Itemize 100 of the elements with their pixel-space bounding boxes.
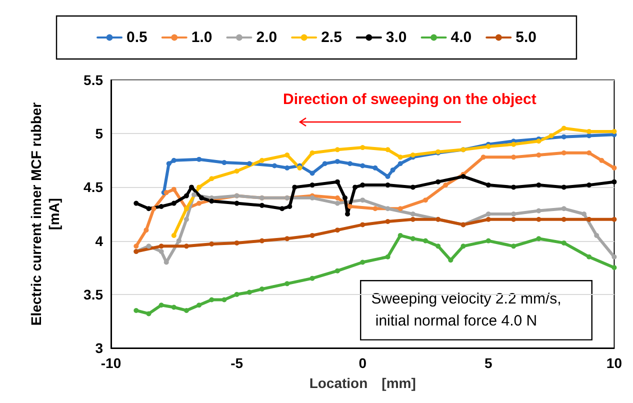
point — [234, 168, 240, 174]
point — [310, 170, 315, 176]
point — [246, 161, 252, 166]
point — [385, 206, 390, 212]
point — [586, 254, 592, 260]
point — [612, 265, 617, 270]
point — [612, 254, 617, 260]
point — [536, 138, 542, 144]
point — [511, 212, 516, 216]
point — [360, 163, 366, 168]
point — [287, 204, 292, 209]
point — [348, 161, 353, 166]
point — [582, 212, 587, 216]
point — [334, 158, 340, 164]
point — [234, 240, 240, 246]
point — [536, 152, 542, 158]
legend-label: 4.0 — [450, 29, 472, 46]
point — [385, 219, 390, 224]
point — [134, 308, 139, 313]
point — [352, 184, 358, 190]
point — [209, 176, 214, 182]
point — [259, 202, 264, 208]
point — [561, 216, 566, 222]
point — [385, 182, 390, 188]
point — [486, 212, 491, 216]
point — [360, 198, 366, 203]
point — [460, 244, 466, 249]
x-tick-label: -5 — [230, 355, 244, 371]
point — [171, 186, 176, 192]
point — [134, 244, 139, 249]
point — [511, 142, 516, 147]
point — [259, 158, 264, 163]
point — [209, 297, 214, 302]
point — [158, 244, 164, 249]
point — [259, 238, 264, 244]
point — [360, 145, 366, 150]
point — [561, 206, 566, 212]
point — [146, 206, 152, 212]
point — [345, 212, 350, 216]
legend-label: 2.5 — [321, 29, 342, 46]
point — [390, 168, 396, 173]
point — [196, 156, 202, 162]
point — [171, 232, 176, 238]
point — [398, 161, 403, 166]
point — [561, 184, 566, 190]
point — [171, 200, 176, 206]
point — [548, 133, 554, 138]
point — [146, 311, 152, 316]
point — [259, 286, 264, 292]
point — [284, 152, 290, 158]
point — [284, 281, 290, 286]
point — [536, 182, 542, 188]
point — [486, 238, 491, 244]
y-tick-label: 5 — [95, 126, 104, 142]
point — [410, 216, 416, 222]
point — [348, 204, 353, 209]
point — [536, 216, 542, 222]
point — [536, 236, 542, 242]
point — [158, 302, 164, 308]
point — [184, 308, 189, 313]
y-tick-label: 4 — [95, 232, 104, 249]
point — [594, 232, 600, 238]
point — [151, 206, 156, 212]
point — [222, 160, 227, 166]
point — [184, 216, 189, 222]
point — [410, 236, 416, 242]
point — [486, 216, 491, 222]
point — [480, 154, 486, 160]
point — [322, 161, 328, 166]
point — [586, 182, 592, 188]
point — [158, 249, 164, 254]
point — [398, 154, 403, 160]
point — [423, 238, 428, 244]
point — [334, 147, 340, 152]
point — [334, 179, 340, 184]
point — [398, 206, 403, 212]
point — [334, 228, 340, 233]
point — [360, 260, 366, 265]
point — [561, 126, 566, 131]
point — [184, 193, 189, 198]
x-axis-title: Location [mm] — [309, 375, 416, 391]
point — [196, 184, 202, 190]
point — [385, 147, 390, 152]
point — [246, 290, 252, 295]
point — [310, 150, 315, 156]
point — [511, 154, 516, 160]
x-tick-label: -10 — [100, 355, 122, 371]
point — [284, 236, 290, 242]
annotation: Direction of sweeping on the object — [283, 91, 536, 108]
point — [234, 200, 240, 206]
point — [171, 158, 176, 163]
point — [334, 195, 340, 200]
point — [511, 244, 516, 249]
point — [334, 200, 340, 206]
point — [272, 163, 278, 168]
point — [144, 228, 149, 233]
point — [612, 128, 617, 134]
point — [166, 161, 172, 166]
point — [372, 165, 378, 170]
point — [146, 244, 152, 249]
